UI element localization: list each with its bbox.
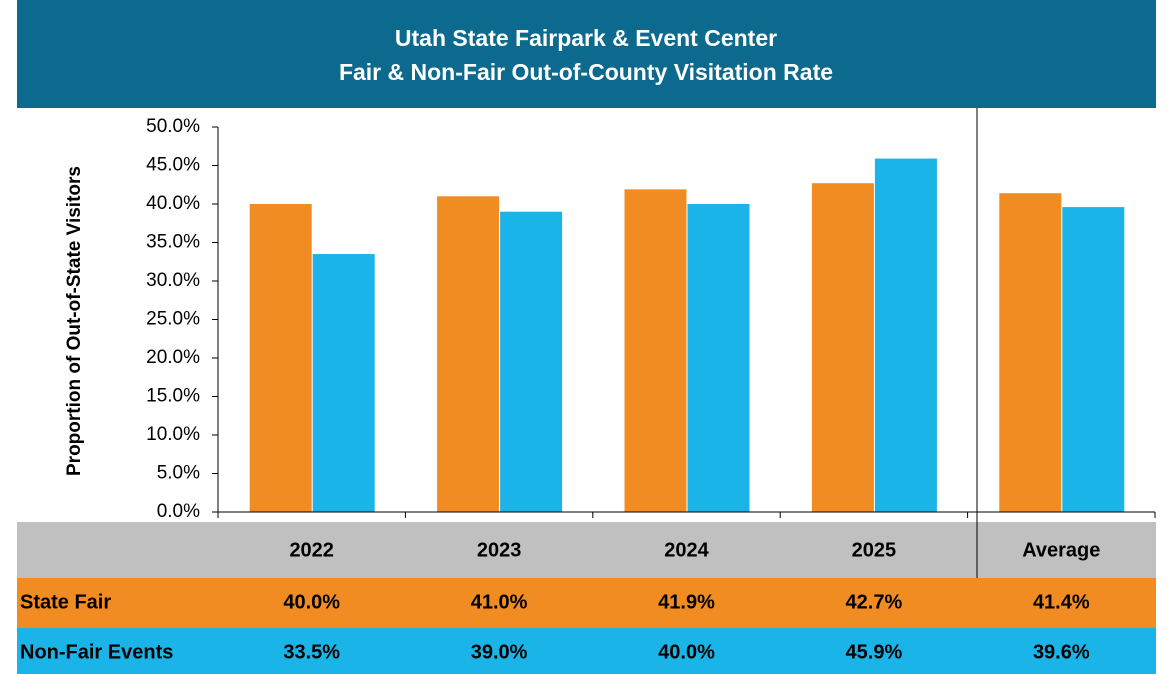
column-header: Average bbox=[1022, 539, 1100, 561]
row-label: State Fair bbox=[20, 591, 111, 613]
y-tick-label: 50.0% bbox=[146, 116, 200, 137]
chart-title: Utah State Fairpark & Event Center bbox=[395, 25, 777, 51]
y-tick-label: 40.0% bbox=[146, 193, 200, 214]
bar bbox=[312, 254, 375, 513]
bar bbox=[999, 193, 1062, 512]
table-value: 33.5% bbox=[283, 641, 340, 663]
y-tick-label: 30.0% bbox=[146, 270, 200, 291]
row-label: Non-Fair Events bbox=[20, 641, 173, 663]
table-value: 41.9% bbox=[658, 591, 715, 613]
bar bbox=[249, 204, 312, 512]
y-tick-label: 45.0% bbox=[146, 155, 200, 176]
y-tick-label: 10.0% bbox=[146, 424, 200, 445]
column-header: 2022 bbox=[289, 539, 334, 561]
table-value: 39.6% bbox=[1033, 641, 1090, 663]
y-tick-label: 20.0% bbox=[146, 347, 200, 368]
y-tick-label: 35.0% bbox=[146, 232, 200, 253]
bar bbox=[500, 211, 563, 512]
table-value: 40.0% bbox=[283, 591, 340, 613]
table-value: 40.0% bbox=[658, 641, 715, 663]
y-tick-label: 5.0% bbox=[157, 463, 200, 484]
y-tick-label: 15.0% bbox=[146, 386, 200, 407]
table-value: 41.4% bbox=[1033, 591, 1090, 613]
y-tick-label: 0.0% bbox=[157, 501, 200, 522]
column-header: 2024 bbox=[664, 539, 709, 561]
column-header: 2025 bbox=[852, 539, 897, 561]
bar bbox=[687, 204, 750, 512]
bar bbox=[437, 196, 500, 513]
table-value: 41.0% bbox=[471, 591, 528, 613]
y-tick-label: 25.0% bbox=[146, 309, 200, 330]
chart-subtitle: Fair & Non-Fair Out-of-County Visitation… bbox=[339, 59, 833, 85]
bar bbox=[811, 183, 874, 512]
bar bbox=[1062, 207, 1125, 512]
column-header: 2023 bbox=[477, 539, 522, 561]
title-band bbox=[17, 0, 1156, 108]
bar bbox=[624, 189, 687, 512]
table-header bbox=[17, 522, 1156, 578]
table-value: 42.7% bbox=[846, 591, 903, 613]
table-row bbox=[17, 628, 1156, 674]
table-value: 39.0% bbox=[471, 641, 528, 663]
y-axis-label: Proportion of Out-of-State Visitors bbox=[64, 166, 85, 476]
table-row bbox=[17, 578, 1156, 628]
bar bbox=[874, 158, 937, 512]
table-value: 45.9% bbox=[846, 641, 903, 663]
